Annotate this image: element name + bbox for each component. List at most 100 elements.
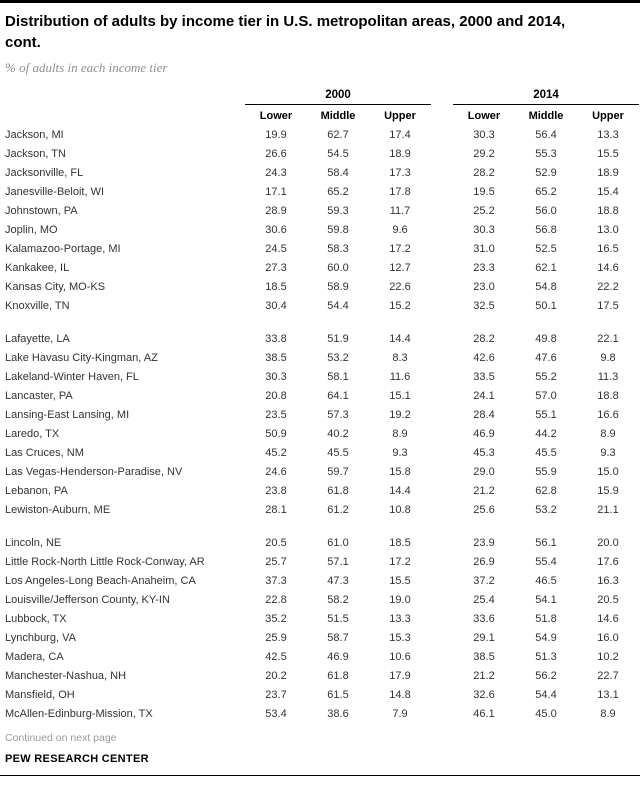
value-2014-upper: 22.7 xyxy=(597,670,619,682)
value-2000-lower: 18.5 xyxy=(265,281,287,293)
value-2000-middle: 61.8 xyxy=(327,485,349,497)
value-2014-middle: 49.8 xyxy=(535,333,557,345)
value-2000-lower: 17.1 xyxy=(265,186,287,198)
value-2014-upper: 16.0 xyxy=(597,632,619,644)
top-divider xyxy=(0,0,640,3)
value-2000-middle: 58.3 xyxy=(327,243,349,255)
value-2014-lower: 32.5 xyxy=(473,300,495,312)
value-2000-middle: 53.2 xyxy=(327,352,349,364)
column-gap xyxy=(431,145,453,164)
value-2000-middle: 38.6 xyxy=(327,708,349,720)
value-2014-upper: 15.9 xyxy=(597,485,619,497)
value-2000-middle: 61.8 xyxy=(327,670,349,682)
value-2000-middle: 58.7 xyxy=(327,632,349,644)
table-row: Lake Havasu City-Kingman, AZ 38.5 53.2 8.3 4… xyxy=(5,349,635,368)
value-2014-middle: 62.8 xyxy=(535,485,557,497)
continued-note: Continued on next page xyxy=(5,732,117,744)
value-2000-upper: 9.6 xyxy=(392,224,408,236)
col-2014-lower-header: Lower xyxy=(467,110,501,122)
value-2000-middle: 62.7 xyxy=(327,129,349,141)
value-2014-middle: 52.9 xyxy=(535,167,557,179)
year-2000-header: 2000 xyxy=(245,89,431,105)
value-2014-upper: 18.9 xyxy=(597,167,619,179)
column-header-gap xyxy=(431,108,453,124)
value-2014-lower: 33.5 xyxy=(473,371,495,383)
value-2000-upper: 7.9 xyxy=(392,708,408,720)
value-2000-lower: 20.8 xyxy=(265,390,287,402)
value-2014-middle: 45.0 xyxy=(535,708,557,720)
value-2014-lower: 21.2 xyxy=(473,670,495,682)
value-2000-upper: 17.3 xyxy=(389,167,411,179)
value-2014-lower: 23.3 xyxy=(473,262,495,274)
metro-name: Lincoln, NE xyxy=(5,537,62,549)
value-2014-middle: 55.2 xyxy=(535,371,557,383)
column-gap xyxy=(431,221,453,240)
column-gap xyxy=(431,667,453,686)
metro-name: Las Vegas-Henderson-Paradise, NV xyxy=(5,466,183,478)
table-row: Lincoln, NE 20.5 61.0 18.5 23.9 56.1 20.0 xyxy=(5,534,635,553)
value-2014-lower: 38.5 xyxy=(473,651,495,663)
value-2014-upper: 18.8 xyxy=(597,205,619,217)
value-2000-middle: 61.0 xyxy=(327,537,349,549)
value-2000-upper: 17.2 xyxy=(389,243,411,255)
page-title-line1: Distribution of adults by income tier in… xyxy=(5,13,566,30)
value-2014-lower: 45.3 xyxy=(473,447,495,459)
value-2014-upper: 11.3 xyxy=(597,371,619,383)
value-2000-middle: 46.9 xyxy=(327,651,349,663)
value-2014-lower: 31.0 xyxy=(473,243,495,255)
value-2014-middle: 56.8 xyxy=(535,224,557,236)
value-2000-lower: 28.9 xyxy=(265,205,287,217)
value-2014-middle: 47.6 xyxy=(535,352,557,364)
value-2014-middle: 46.5 xyxy=(535,575,557,587)
value-2000-lower: 30.4 xyxy=(265,300,287,312)
column-gap xyxy=(431,164,453,183)
metro-name: Lynchburg, VA xyxy=(5,632,76,644)
value-2000-middle: 58.2 xyxy=(327,594,349,606)
column-gap xyxy=(431,387,453,406)
bottom-divider xyxy=(0,775,640,776)
page-title: Distribution of adults by income tier in… xyxy=(5,0,635,53)
value-2000-lower: 24.5 xyxy=(265,243,287,255)
column-gap xyxy=(431,629,453,648)
table-row: Lubbock, TX 35.2 51.5 13.3 33.6 51.8 14.6 xyxy=(5,610,635,629)
value-2000-middle: 65.2 xyxy=(327,186,349,198)
value-2014-middle: 56.0 xyxy=(535,205,557,217)
value-2014-upper: 8.9 xyxy=(600,708,616,720)
value-2000-lower: 33.8 xyxy=(265,333,287,345)
column-gap xyxy=(431,572,453,591)
value-2000-upper: 14.4 xyxy=(389,485,411,497)
value-2014-lower: 29.1 xyxy=(473,632,495,644)
column-gap xyxy=(431,686,453,705)
value-2000-lower: 19.9 xyxy=(265,129,287,141)
value-2000-middle: 40.2 xyxy=(327,428,349,440)
value-2014-middle: 56.1 xyxy=(535,537,557,549)
value-2014-upper: 22.1 xyxy=(597,333,619,345)
col-2014-upper-header: Upper xyxy=(592,110,624,122)
table-row: Laredo, TX 50.9 40.2 8.9 46.9 44.2 8.9 xyxy=(5,425,635,444)
row-group: Jackson, MI 19.9 62.7 17.4 30.3 56.4 13.3 Jacks… xyxy=(5,126,635,316)
value-2014-lower: 33.6 xyxy=(473,613,495,625)
table-row: Johnstown, PA 28.9 59.3 11.7 25.2 56.0 18.8 xyxy=(5,202,635,221)
value-2014-lower: 19.5 xyxy=(473,186,495,198)
value-2014-middle: 55.9 xyxy=(535,466,557,478)
value-2000-middle: 64.1 xyxy=(327,390,349,402)
value-2000-middle: 58.4 xyxy=(327,167,349,179)
value-2014-middle: 55.1 xyxy=(535,409,557,421)
value-2000-middle: 60.0 xyxy=(327,262,349,274)
value-2000-lower: 26.6 xyxy=(265,148,287,160)
metro-name: Kansas City, MO-KS xyxy=(5,281,106,293)
table-row: Little Rock-North Little Rock-Conway, AR… xyxy=(5,553,635,572)
value-2000-upper: 17.8 xyxy=(389,186,411,198)
value-2014-lower: 25.4 xyxy=(473,594,495,606)
value-2000-upper: 17.2 xyxy=(389,556,411,568)
value-2000-middle: 57.1 xyxy=(327,556,349,568)
value-2000-middle: 59.3 xyxy=(327,205,349,217)
column-gap xyxy=(431,278,453,297)
value-2014-upper: 18.8 xyxy=(597,390,619,402)
value-2000-lower: 28.1 xyxy=(265,504,287,516)
column-gap xyxy=(431,591,453,610)
value-2000-lower: 22.8 xyxy=(265,594,287,606)
table-row: Los Angeles-Long Beach-Anaheim, CA 37.3 47… xyxy=(5,572,635,591)
value-2000-lower: 38.5 xyxy=(265,352,287,364)
